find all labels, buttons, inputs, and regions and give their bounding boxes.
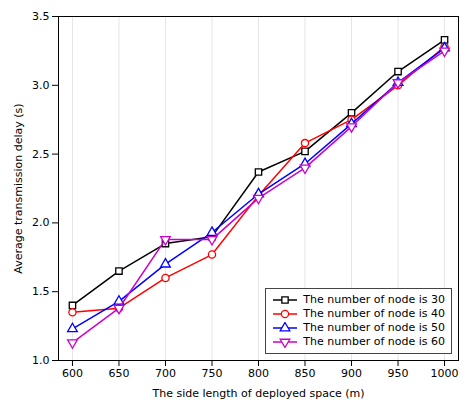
svg-text:900: 900 bbox=[341, 367, 362, 380]
svg-text:1.0: 1.0 bbox=[32, 354, 50, 367]
svg-text:700: 700 bbox=[155, 367, 176, 380]
svg-text:600: 600 bbox=[62, 367, 83, 380]
svg-text:850: 850 bbox=[295, 367, 316, 380]
html-text:The number of node is 40: The number of node is 40 bbox=[303, 307, 445, 320]
svg-text:2.0: 2.0 bbox=[32, 216, 50, 229]
svg-text:3.0: 3.0 bbox=[32, 79, 50, 92]
svg-text:Average transmission delay (s): Average transmission delay (s) bbox=[12, 103, 25, 273]
svg-text:1.5: 1.5 bbox=[32, 285, 50, 298]
svg-text:950: 950 bbox=[388, 367, 409, 380]
svg-text:800: 800 bbox=[248, 367, 269, 380]
svg-text:650: 650 bbox=[108, 367, 129, 380]
html-text:The number of node is 60: The number of node is 60 bbox=[303, 335, 445, 348]
svg-text:The side length of deployed sp: The side length of deployed space (m) bbox=[152, 387, 365, 400]
svg-text:750: 750 bbox=[201, 367, 222, 380]
svg-text:2.5: 2.5 bbox=[32, 148, 50, 161]
html-text:The number of node is 30: The number of node is 30 bbox=[303, 293, 445, 306]
html-text:The number of node is 50: The number of node is 50 bbox=[303, 321, 445, 334]
svg-text:1000: 1000 bbox=[431, 367, 459, 380]
svg-text:3.5: 3.5 bbox=[32, 10, 50, 23]
